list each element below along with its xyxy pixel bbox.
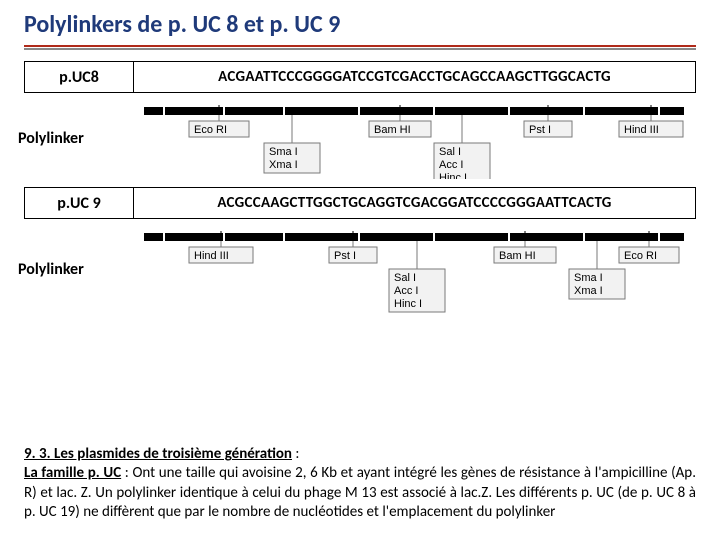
svg-text:Hinc I: Hinc I bbox=[439, 172, 467, 179]
svg-text:Sal I: Sal I bbox=[439, 146, 461, 158]
svg-text:Hind III: Hind III bbox=[624, 124, 659, 136]
svg-text:Xma I: Xma I bbox=[269, 159, 298, 171]
svg-text:Acc I: Acc I bbox=[394, 285, 418, 297]
svg-text:Xma I: Xma I bbox=[574, 285, 603, 297]
svg-text:Eco RI: Eco RI bbox=[624, 250, 657, 262]
puc9-sequence: ACGCCAAGCTTGGCTGCAGGTCGACGGATCCCCGGGAATT… bbox=[134, 187, 696, 219]
body-heading: 9. 3. Les plasmides de troisième générat… bbox=[24, 445, 292, 463]
puc9-label: p.UC 9 bbox=[24, 187, 134, 219]
page-title: Polylinkers de p. UC 8 et p. UC 9 bbox=[24, 10, 696, 43]
svg-text:Eco RI: Eco RI bbox=[194, 124, 227, 136]
svg-text:Acc I: Acc I bbox=[439, 159, 463, 171]
svg-text:Hinc I: Hinc I bbox=[394, 298, 422, 310]
puc8-row: p.UC8 ACGAATTCCCGGGGATCCGTCGACCTGCAGCCAA… bbox=[24, 61, 696, 93]
svg-text:Pst I: Pst I bbox=[334, 250, 356, 262]
svg-text:Bam HI: Bam HI bbox=[499, 250, 536, 262]
puc8-sequence: ACGAATTCCCGGGGATCCGTCGACCTGCAGCCAAGCTTGG… bbox=[134, 61, 696, 93]
svg-text:Sal I: Sal I bbox=[394, 272, 416, 284]
svg-text:Pst I: Pst I bbox=[529, 124, 551, 136]
body-subheading: La famille p. UC bbox=[24, 464, 121, 482]
body-rest: : Ont une taille qui avoisine 2, 6 Kb et… bbox=[24, 464, 696, 520]
svg-text:Bam HI: Bam HI bbox=[374, 124, 411, 136]
polylinker-label-2: Polylinker bbox=[18, 260, 84, 279]
puc8-diagram: Eco RI Bam HI Pst I Hind III Sma IXma I Sal I… bbox=[134, 97, 694, 179]
polylinker-label-1: Polylinker bbox=[18, 129, 84, 148]
svg-text:Hind III: Hind III bbox=[194, 250, 229, 262]
title-underline bbox=[24, 45, 696, 51]
puc9-row: p.UC 9 ACGCCAAGCTTGGCTGCAGGTCGACGGATCCCC… bbox=[24, 187, 696, 219]
puc8-label: p.UC8 bbox=[24, 61, 134, 93]
svg-text:Sma I: Sma I bbox=[269, 146, 298, 158]
svg-text:Sma I: Sma I bbox=[574, 272, 603, 284]
body-paragraph: 9. 3. Les plasmides de troisième générat… bbox=[24, 445, 696, 522]
puc9-diagram: Hind III Pst I Bam HI Eco RI Sal IAcc IHinc … bbox=[134, 223, 694, 315]
